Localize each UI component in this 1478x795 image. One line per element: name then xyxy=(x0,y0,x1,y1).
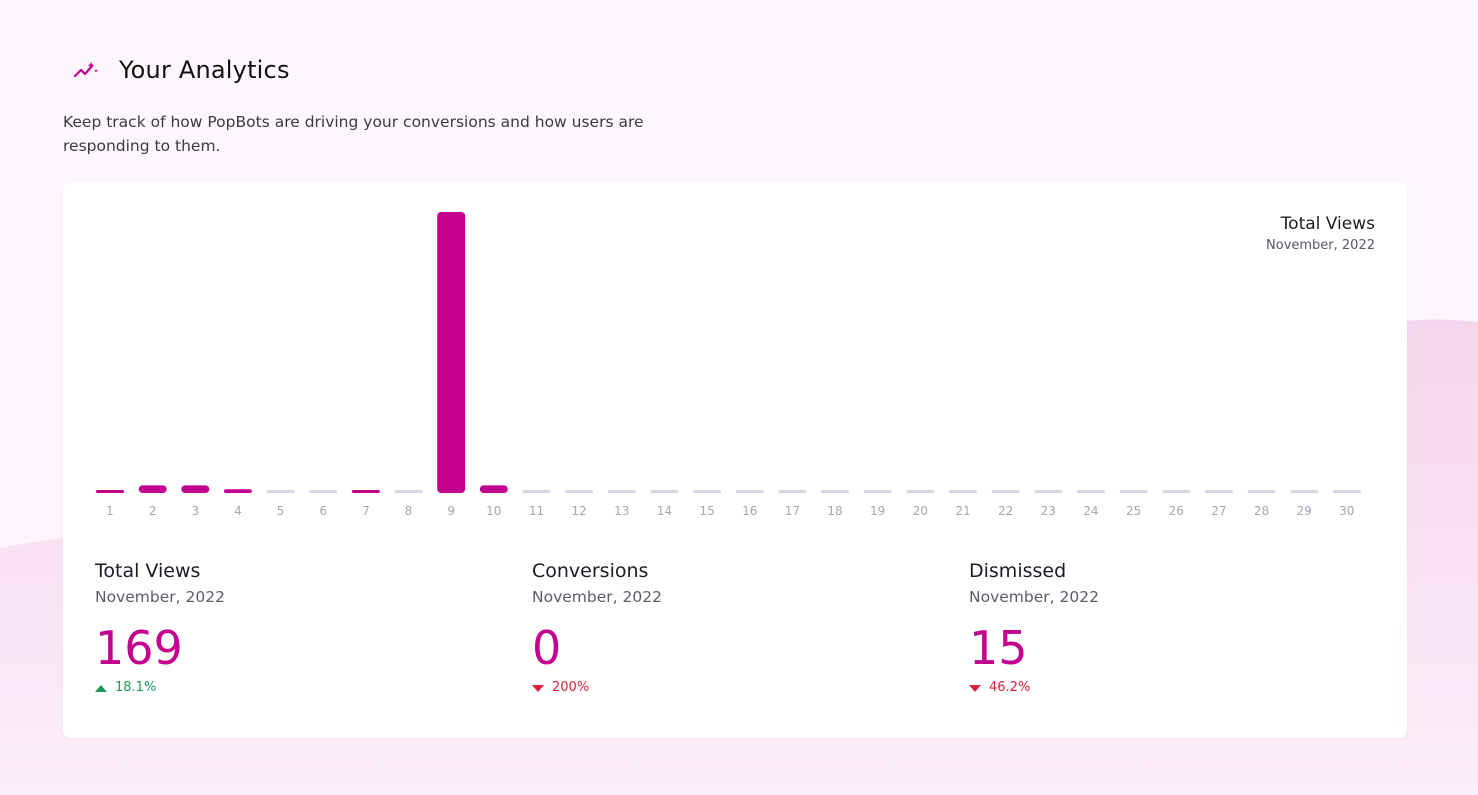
stat-total-views: Total Views November, 2022 169 18.1% xyxy=(95,560,225,695)
x-tick-label: 17 xyxy=(785,504,800,518)
stat-change: 18.1% xyxy=(95,680,225,695)
chart-bar-day-25[interactable] xyxy=(1119,490,1148,493)
stat-conversions: Conversions November, 2022 0 200% xyxy=(532,560,662,695)
chart-bar-day-5[interactable] xyxy=(266,490,295,493)
stat-title: Conversions xyxy=(532,560,649,582)
x-tick-label: 8 xyxy=(405,504,413,518)
chart-bar-day-11[interactable] xyxy=(522,490,551,493)
x-tick-label: 29 xyxy=(1297,504,1312,518)
chart-bar-day-8[interactable] xyxy=(394,490,423,493)
x-tick-label: 12 xyxy=(571,504,586,518)
x-tick-label: 23 xyxy=(1041,504,1056,518)
chart-bar-day-29[interactable] xyxy=(1290,490,1319,493)
stat-change-value: 18.1% xyxy=(115,680,157,695)
chart-bar-day-21[interactable] xyxy=(949,490,977,493)
x-tick-label: 28 xyxy=(1254,504,1269,518)
chart-bar-day-23[interactable] xyxy=(1034,490,1063,493)
stat-period: November, 2022 xyxy=(95,588,225,606)
chart-bar-day-19[interactable] xyxy=(863,490,892,493)
arrow-down-icon xyxy=(532,684,544,692)
x-tick-label: 9 xyxy=(447,504,455,518)
stat-change-value: 46.2% xyxy=(989,680,1031,695)
x-tick-label: 22 xyxy=(998,504,1013,518)
x-tick-label: 18 xyxy=(827,504,842,518)
chart-bar-day-14[interactable] xyxy=(650,490,679,493)
x-tick-label: 14 xyxy=(657,504,672,518)
x-tick-label: 15 xyxy=(699,504,714,518)
chart-bar-day-17[interactable] xyxy=(778,490,807,493)
chart-bar-day-30[interactable] xyxy=(1332,490,1361,493)
x-tick-label: 19 xyxy=(870,504,885,518)
chart-bar-day-16[interactable] xyxy=(735,490,764,493)
x-tick-label: 2 xyxy=(149,504,157,518)
x-tick-label: 24 xyxy=(1083,504,1098,518)
x-tick-label: 20 xyxy=(913,504,928,518)
arrow-up-icon xyxy=(95,684,107,692)
chart-bar-day-15[interactable] xyxy=(693,490,722,493)
stat-value: 169 xyxy=(95,621,183,675)
x-tick-label: 3 xyxy=(191,504,199,518)
stat-title: Total Views xyxy=(95,560,201,582)
x-tick-label: 6 xyxy=(319,504,327,518)
chart-bar-day-24[interactable] xyxy=(1076,490,1105,493)
x-tick-label: 25 xyxy=(1126,504,1141,518)
x-tick-label: 26 xyxy=(1169,504,1184,518)
stat-change: 200% xyxy=(532,680,662,695)
chart-bar-day-2[interactable] xyxy=(138,485,167,493)
stat-value: 15 xyxy=(969,621,1028,675)
x-tick-label: 21 xyxy=(955,504,970,518)
chart-bar-day-4[interactable] xyxy=(223,489,252,493)
stat-title: Dismissed xyxy=(969,560,1067,582)
chart-title: Total Views xyxy=(1280,214,1375,234)
chart-bar-day-22[interactable] xyxy=(991,490,1020,493)
page-title: Your Analytics xyxy=(119,56,290,84)
stat-change: 46.2% xyxy=(969,680,1099,695)
x-tick-label: 5 xyxy=(277,504,285,518)
stat-period: November, 2022 xyxy=(969,588,1099,606)
x-tick-label: 13 xyxy=(614,504,629,518)
arrow-down-icon xyxy=(969,684,981,692)
stat-dismissed: Dismissed November, 2022 15 46.2% xyxy=(969,560,1099,695)
chart-bar-day-27[interactable] xyxy=(1204,490,1233,493)
chart-period: November, 2022 xyxy=(1266,238,1375,253)
chart-bar-day-6[interactable] xyxy=(309,490,338,493)
x-tick-label: 1 xyxy=(106,504,114,518)
analytics-card: 1 2 3 4 5 6 7 8 9 10 11 12 13 14 15 16 17 18 19 20 21 22 23 24 2… xyxy=(63,182,1407,738)
x-tick-label: 27 xyxy=(1211,504,1226,518)
stat-change-value: 200% xyxy=(552,680,590,695)
stat-period: November, 2022 xyxy=(532,588,662,606)
chart-bar-day-26[interactable] xyxy=(1162,490,1191,493)
chart-bar-day-20[interactable] xyxy=(906,490,935,493)
chart-bar-day-12[interactable] xyxy=(565,490,594,493)
x-tick-label: 10 xyxy=(486,504,501,518)
views-bar-chart: 1 2 3 4 5 6 7 8 9 10 11 12 13 14 15 16 17 18 19 20 21 22 23 24 2… xyxy=(96,212,1361,518)
chart-bar-day-7[interactable] xyxy=(351,490,380,493)
chart-bar-day-13[interactable] xyxy=(607,490,636,493)
x-tick-label: 16 xyxy=(742,504,757,518)
chart-caption: Total Views November, 2022 xyxy=(1266,214,1375,253)
chart-bar-day-18[interactable] xyxy=(821,490,849,493)
chart-bar-day-28[interactable] xyxy=(1247,490,1276,493)
trend-sparkle-icon xyxy=(73,57,99,83)
x-tick-label: 30 xyxy=(1339,504,1354,518)
x-tick-label: 4 xyxy=(234,504,242,518)
chart-bar-day-10[interactable] xyxy=(479,485,508,493)
chart-bar-day-1[interactable] xyxy=(96,490,124,493)
chart-bar-day-3[interactable] xyxy=(181,485,210,493)
page-header: Your Analytics xyxy=(73,52,290,88)
x-tick-label: 11 xyxy=(529,504,544,518)
x-tick-label: 7 xyxy=(362,504,370,518)
page-description: Keep track of how PopBots are driving yo… xyxy=(63,113,644,155)
chart-bar-day-9[interactable] xyxy=(437,212,466,493)
stat-value: 0 xyxy=(532,621,562,675)
